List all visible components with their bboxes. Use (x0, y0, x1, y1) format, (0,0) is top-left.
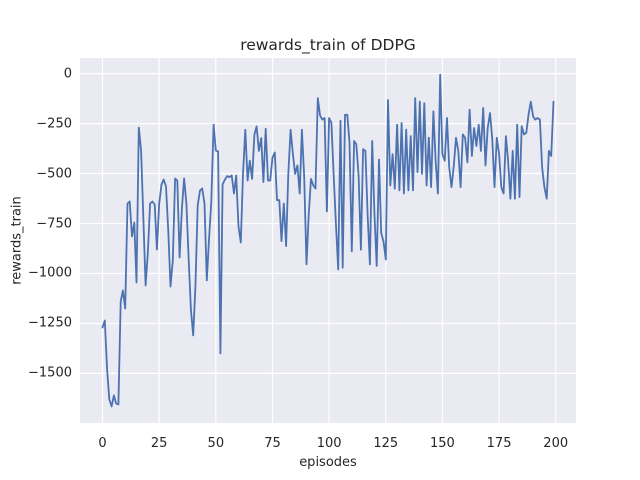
x-tick-label: 150 (430, 436, 455, 451)
y-tick-label: −250 (36, 116, 72, 132)
x-tick-label: 200 (543, 436, 569, 451)
x-tick-label: 0 (98, 436, 107, 451)
x-tick-label: 100 (316, 436, 342, 451)
plot-area (80, 58, 576, 423)
chart-title: rewards_train of DDPG (240, 36, 416, 54)
y-tick-label: −500 (36, 166, 72, 182)
reward-line (101, 73, 555, 408)
y-tick-label: 0 (63, 66, 72, 82)
x-tick-label: 75 (264, 436, 281, 451)
plot-background (80, 58, 576, 423)
y-tick-label: −750 (36, 216, 72, 231)
y-tick-label: −1250 (28, 315, 72, 331)
x-tick-label: 25 (150, 436, 168, 451)
y-tick-label: −1500 (28, 365, 72, 381)
x-tick-label: 125 (373, 436, 399, 451)
y-tick-label: −1000 (28, 265, 72, 281)
x-tick-label: 50 (207, 436, 225, 451)
x-tick-label: 175 (486, 436, 512, 451)
x-axis-label: episodes (299, 455, 357, 470)
